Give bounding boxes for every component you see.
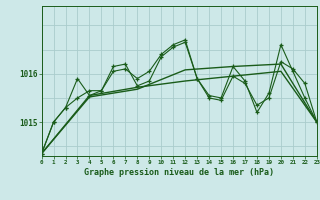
- X-axis label: Graphe pression niveau de la mer (hPa): Graphe pression niveau de la mer (hPa): [84, 168, 274, 177]
